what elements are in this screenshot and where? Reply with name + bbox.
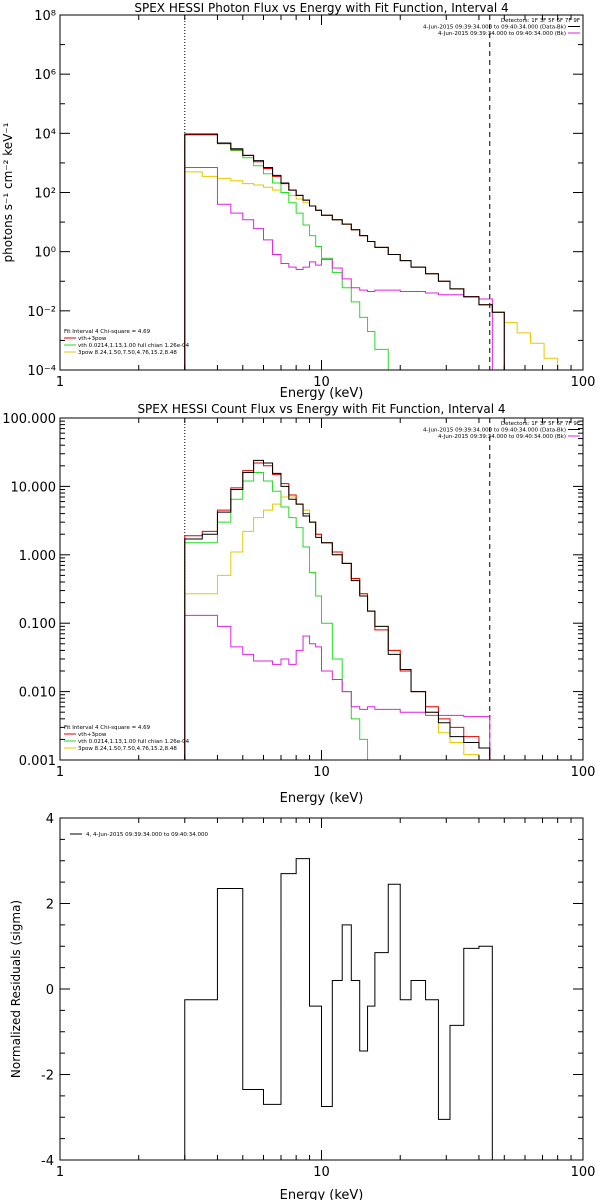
chart-panel-2: 1 10 100 0.001 0.010 0.100 1.000 10.000 100.000 S… (2, 402, 595, 806)
series-line-bk (184, 614, 491, 760)
legend-heading: Detectors: 1F 3F 5F 6F 7F 9F (501, 421, 580, 427)
y-tick-label: 10⁴ (34, 127, 56, 142)
legend-entry: 4, 4-Jun-2015 09:39:34.000 to 09:40:34.0… (86, 832, 209, 838)
x-axis-label: Energy (keV) (280, 791, 364, 806)
x-tick-label: 10 (313, 765, 330, 780)
legend-entry: 4-Jun-2015 09:39:34.000 to 09:40:34.000 … (438, 31, 566, 37)
y-tick-label: 0.100 (19, 617, 56, 632)
series-line-vth-3pow (184, 134, 505, 370)
legend-top-right: Detectors: 1F 3F 5F 6F 7F 9F4-Jun-2015 0… (423, 421, 580, 440)
y-tick-label: 4 (46, 812, 54, 827)
x-tick-label: 1 (56, 375, 64, 390)
chart-panel-1: 1 10 100 10⁻⁴ 10⁻² 10⁰ 10² 10⁴ 10⁶ 10⁸ SPEX HESSI … (1, 1, 595, 401)
series-line-bk (184, 167, 493, 370)
plot-frame (59, 817, 584, 1161)
y-tick-label: 1.000 (19, 549, 56, 564)
series-group (184, 858, 493, 1160)
legend-entry: vth 0.0214,1.13,1.00 full chian 1.26e-04 (78, 343, 190, 349)
plot-frame (59, 417, 584, 761)
y-tick-label: -4 (41, 1154, 54, 1169)
x-tick-label: 100 (571, 1165, 596, 1180)
chart-title: SPEX HESSI Count Flux vs Energy with Fit… (137, 402, 505, 416)
x-tick-label: 10 (313, 375, 330, 390)
y-axis-label: Normalized Residuals (sigma) (9, 900, 23, 1078)
y-tick-label: 10² (34, 187, 56, 202)
y-tick-label: 10.000 (11, 480, 57, 495)
series-line-data-bk (184, 459, 491, 760)
legend-entry: 3pow 8.24,1.50,7.50,4.76,15.2,8.48 (78, 746, 177, 752)
chart-panel-3: 1 10 100 -4 -2 0 2 4 Energy (keV) Normalized Resi… (9, 812, 595, 1200)
legend-top-right: Detectors: 1F 3F 5F 6F 7F 9F4-Jun-2015 0… (423, 18, 580, 37)
x-tick-label: 1 (56, 765, 64, 780)
legend-top-left: 4, 4-Jun-2015 09:39:34.000 to 09:40:34.0… (70, 832, 209, 838)
y-tick-label: 0 (46, 983, 54, 998)
x-axis-label: Energy (keV) (280, 386, 364, 401)
legend-entry: 4-Jun-2015 09:39:34.000 to 09:40:34.000 … (438, 434, 566, 440)
x-tick-label: 100 (571, 765, 596, 780)
y-tick-label: 10⁻² (27, 305, 56, 320)
legend-entry: vth+3pow (78, 336, 107, 342)
y-tick-label: -2 (41, 1069, 54, 1084)
series-line-3pow (184, 171, 559, 370)
y-tick-label: 10⁸ (34, 9, 56, 24)
legend-heading: Fit Interval 4 Chi-square = 4.69 (64, 329, 151, 335)
y-axis-label: photons s⁻¹ cm⁻² keV⁻¹ (1, 122, 15, 262)
y-tick-label: 0.010 (19, 686, 56, 701)
x-tick-label: 10 (313, 1165, 330, 1180)
series-group (184, 133, 559, 370)
chart-title: SPEX HESSI Photon Flux vs Energy with Fi… (134, 1, 508, 15)
y-tick-label: 100.000 (2, 412, 56, 427)
legend-heading: Fit Interval 4 Chi-square = 4.69 (64, 725, 151, 731)
series-group (184, 459, 491, 760)
y-tick-label: 2 (46, 898, 54, 913)
y-tick-label: 0.001 (19, 754, 56, 769)
x-axis-label: Energy (keV) (280, 1188, 364, 1200)
legend-entry: 4-Jun-2015 09:39:34.000 to 09:40:34.000 … (423, 428, 566, 434)
series-line-4-4-jun-2015-09-39-34-000-to-09-40-34-000 (184, 858, 493, 1160)
x-tick-label: 1 (56, 1165, 64, 1180)
y-tick-label: 10⁻⁴ (27, 364, 56, 379)
legend-heading: Detectors: 1F 3F 5F 6F 7F 9F (501, 18, 580, 24)
y-tick-label: 10⁰ (34, 246, 56, 261)
x-tick-label: 100 (571, 375, 596, 390)
legend-entry: 3pow 8.24,1.50,7.50,4.76,15.2,8.48 (78, 350, 177, 356)
y-tick-label: 10⁶ (34, 68, 56, 83)
legend-bottom-left: Fit Interval 4 Chi-square = 4.69vth+3pow… (64, 725, 190, 752)
series-line-vth (184, 471, 376, 760)
legend-entry: vth+3pow (78, 732, 107, 738)
legend-entry: 4-Jun-2015 09:39:34.000 to 09:40:34.000 … (423, 25, 566, 31)
legend-bottom-left: Fit Interval 4 Chi-square = 4.69vth+3pow… (64, 329, 190, 356)
legend-entry: vth 0.0214,1.13,1.00 full chian 1.26e-04 (78, 739, 190, 745)
series-line-data-bk (184, 133, 505, 370)
